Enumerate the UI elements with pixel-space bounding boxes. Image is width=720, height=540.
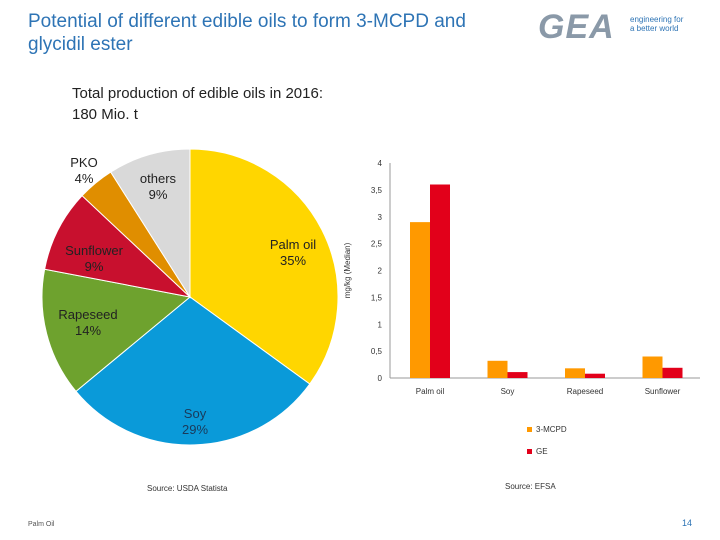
- page-number: 14: [681, 518, 692, 528]
- logo-tagline-line-2: a better world: [630, 24, 679, 33]
- pie-chart-title-line-2: 180 Mio. t: [72, 106, 138, 123]
- pie-label-pko-name: PKO: [70, 155, 98, 170]
- bar-x-tick-label-soy: Soy: [501, 387, 515, 396]
- pie-label-rapeseed-name: Rapeseed: [58, 307, 118, 322]
- pie-slice-rapeseed: [41, 268, 192, 393]
- bar-x-tick-label-sunflower: Sunflower: [645, 387, 681, 396]
- pie-label-rapeseed-pct: 14%: [74, 323, 102, 338]
- bar-y-axis-title: mg/kg (Median): [343, 242, 352, 298]
- slide-title: Potential of different edible oils to fo…: [28, 10, 528, 56]
- gea-logo: GEA engineering for a better world: [538, 8, 688, 48]
- bar-y-tick-label: 0,5: [371, 347, 383, 356]
- bar-sunflower-3-mcpd: [642, 356, 663, 378]
- bar-sunflower-ge: [662, 367, 683, 378]
- bar-y-tick-label: 2,5: [371, 240, 383, 249]
- pie-label-others-name: others: [139, 171, 177, 186]
- bar-y-tick-label: 3,5: [371, 186, 383, 195]
- pie-label-sunflower-pct: 9%: [84, 259, 104, 274]
- legend-swatch-ge: [527, 449, 532, 454]
- pie-chart-title: Total production of edible oils in 2016:…: [72, 83, 392, 125]
- pie-label-sunflower-name: Sunflower: [65, 243, 123, 258]
- slide-title-line-1: Potential of different edible oils to fo…: [28, 11, 466, 32]
- bar-source-note: Source: EFSA: [505, 482, 556, 491]
- bar-rapeseed-ge: [585, 373, 605, 378]
- bar-y-tick-label: 0: [378, 374, 383, 383]
- pie-label-soy-pct: 29%: [181, 422, 209, 437]
- bar-x-tick-label-palm-oil: Palm oil: [416, 387, 445, 396]
- bar-soy-ge: [507, 372, 528, 378]
- bar-palm-oil-3-mcpd: [410, 222, 430, 378]
- logo-wordmark: GEA: [538, 8, 615, 46]
- bar-y-tick-label: 4: [378, 159, 383, 168]
- pie-slice-sunflower: [44, 194, 192, 298]
- logo-tagline-line-1: engineering for: [630, 15, 684, 24]
- pie-label-sunflower: Sunflower 9%: [56, 243, 132, 275]
- pie-label-pko-pct: 4%: [74, 171, 94, 186]
- pie-slice-others: [110, 148, 191, 299]
- pie-label-others-pct: 9%: [148, 187, 168, 202]
- pie-label-others: others 9%: [130, 171, 186, 203]
- pie-label-palm-oil: Palm oil 35%: [258, 237, 328, 269]
- footer-left-note: Palm Oil: [28, 521, 55, 528]
- bar-y-tick-label: 1: [378, 320, 383, 329]
- bar-y-tick-label: 2: [378, 267, 383, 276]
- slide-title-line-2: glycidil ester: [28, 34, 133, 55]
- legend-label-ge: GE: [536, 447, 548, 456]
- bar-rapeseed-3-mcpd: [565, 368, 585, 378]
- pie-label-rapeseed: Rapeseed 14%: [48, 307, 128, 339]
- bar-soy-3-mcpd: [487, 360, 508, 378]
- bar-palm-oil-ge: [430, 184, 450, 378]
- logo-tagline: engineering for a better world: [630, 15, 700, 33]
- bar-chart: 0 0,5 1 1,5 2 2,5 3 3,5 4 mg/kg (Median) Palm oil S…: [343, 159, 700, 456]
- pie-label-soy: Soy 29%: [165, 406, 225, 438]
- bar-x-tick-label-rapeseed: Rapeseed: [567, 387, 603, 396]
- pie-chart: [41, 148, 339, 446]
- legend-label-3-mcpd: 3-MCPD: [536, 425, 567, 434]
- pie-slice-soy: [75, 296, 311, 446]
- bar-y-tick-label: 1,5: [371, 293, 383, 302]
- pie-label-palm-oil-pct: 35%: [279, 253, 307, 268]
- pie-chart-title-line-1: Total production of edible oils in 2016:: [72, 85, 324, 102]
- bar-y-tick-label: 3: [378, 213, 383, 222]
- pie-label-palm-oil-name: Palm oil: [269, 237, 317, 252]
- pie-source-note: Source: USDA Statista: [147, 484, 228, 493]
- pie-label-pko: PKO 4%: [60, 155, 108, 187]
- legend-swatch-3-mcpd: [527, 427, 532, 432]
- pie-slice-palm-oil: [189, 148, 339, 385]
- pie-label-soy-name: Soy: [183, 406, 207, 421]
